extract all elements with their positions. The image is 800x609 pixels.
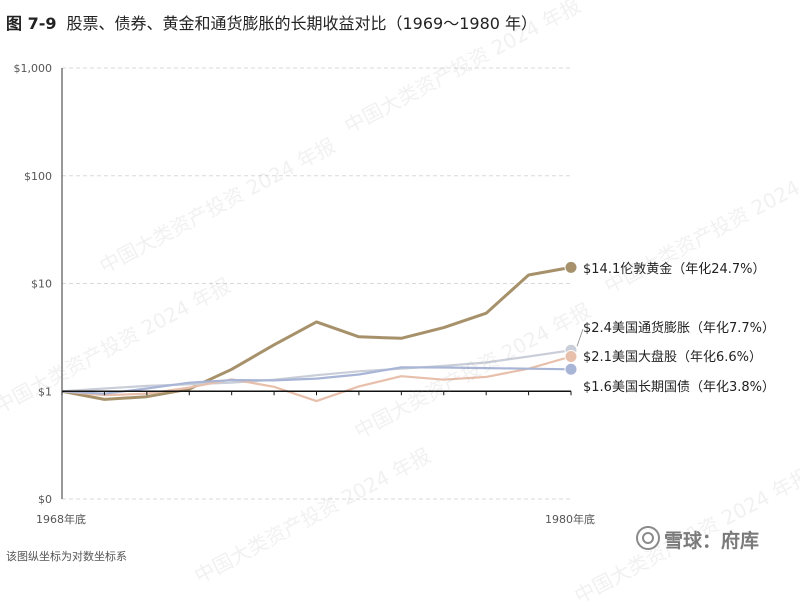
y-tick-label: $100: [24, 170, 52, 183]
brand-text: 雪球：府库: [664, 530, 760, 552]
footnote: 该图纵坐标为对数坐标系: [6, 550, 127, 563]
y-tick-label: $1: [38, 385, 52, 398]
series-line: [61, 366, 572, 395]
series-end-marker: [564, 362, 578, 376]
y-tick-label: $10: [31, 278, 52, 291]
brand-logo: 雪球：府库: [636, 526, 759, 553]
figure-number: 图 7-9: [6, 14, 57, 33]
x-tick-label: 1980年底: [545, 512, 595, 526]
series-line: [61, 349, 572, 393]
series-end-marker: [564, 260, 578, 274]
series-label: $2.4美国通货膨胀（年化7.7%）: [583, 320, 775, 336]
y-tick-label: $1,000: [14, 62, 53, 75]
snowball-icon: [636, 526, 660, 550]
series-label: $14.1伦敦黄金（年化24.7%）: [583, 261, 766, 277]
x-tick-label: 1968年底: [36, 512, 86, 526]
series-label: $2.1美国大盘股（年化6.6%）: [583, 349, 762, 365]
figure-title: 图 7-9 股票、债券、黄金和通货膨胀的长期收益对比（1969～1980 年）: [6, 10, 537, 34]
label-leader: [576, 328, 584, 347]
series-line: [61, 265, 572, 401]
figure-title-text: 股票、债券、黄金和通货膨胀的长期收益对比（1969～1980 年）: [66, 14, 538, 33]
y-tick-label: $0: [38, 493, 52, 506]
series-end-marker: [564, 350, 578, 364]
chart: $0 $1 $10 $100 $1,000 1968年底 1980年底 $14.1伦敦黄金（年…: [14, 62, 775, 526]
series-label: $1.6美国长期国债（年化3.8%）: [583, 380, 775, 395]
